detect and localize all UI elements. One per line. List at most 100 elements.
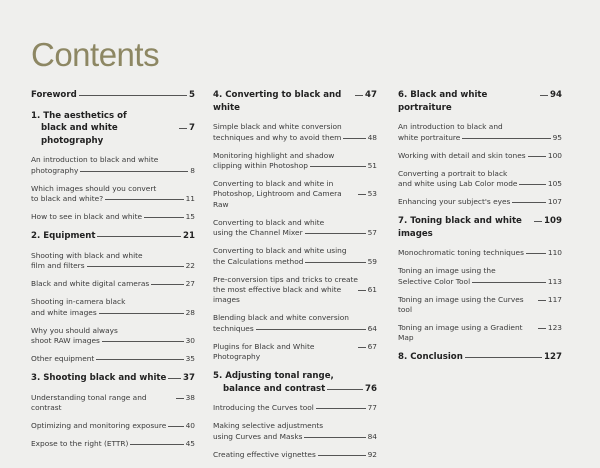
toc-entry[interactable]: An introduction to black and white photog…	[31, 155, 195, 176]
toc-entry-title: Understanding tonal range and contrast	[31, 392, 147, 412]
toc-entry-title: using the Channel Mixer	[213, 228, 303, 238]
leader-line	[317, 454, 366, 456]
toc-entry-title: Converting to black and white using	[213, 246, 347, 256]
leader-line	[255, 328, 366, 330]
toc-entry[interactable]: Pre-conversion tips and tricks to create…	[213, 275, 377, 306]
toc-entry[interactable]: Optimizing and monitoring exposure 40	[31, 421, 195, 431]
toc-entry-title: Simple black and white conversion	[213, 122, 342, 132]
leader-line	[527, 155, 546, 157]
toc-chapter[interactable]: 6. Black and white portraiture 94	[398, 89, 562, 114]
toc-entry-title: An introduction to black and	[398, 122, 503, 132]
page-number: 123	[547, 323, 562, 332]
toc-entry[interactable]: Converting to black and white using the C…	[213, 218, 377, 239]
leader-line	[179, 128, 188, 130]
leader-line	[130, 444, 184, 445]
toc-entry[interactable]: Monitoring highlight and shadow clipping …	[213, 151, 377, 172]
page-number: 7	[189, 123, 195, 134]
toc-chapter[interactable]: 8. Conclusion 127	[398, 351, 562, 364]
toc-entry-title: Shooting in-camera black	[31, 297, 126, 307]
leader-line	[357, 194, 366, 196]
toc-entry-title: Converting to black and white	[213, 217, 325, 227]
toc-entry[interactable]: Introducing the Curves tool 77	[213, 403, 377, 413]
toc-chapter[interactable]: 1. The aesthetics of black and white phot…	[31, 110, 195, 148]
toc-entry[interactable]: Creating effective vignettes 92	[213, 450, 377, 460]
toc-entry[interactable]: Converting a portrait to black and white …	[398, 169, 562, 190]
toc-entry-title: using Curves and Masks	[213, 431, 303, 441]
page-number: 64	[367, 323, 377, 333]
page-number: 38	[185, 392, 195, 402]
toc-entry-title: techniques and why to avoid them	[213, 132, 342, 142]
page-number: 5	[189, 90, 195, 100]
toc-entry[interactable]: Plugins for Black and White Photography 6…	[213, 342, 377, 363]
toc-entry[interactable]: Shooting in-camera black and white images…	[31, 297, 195, 318]
leader-line	[304, 233, 366, 235]
toc-chapter[interactable]: 3. Shooting black and white 37	[31, 372, 195, 385]
page-number: 28	[185, 307, 195, 317]
leader-line	[86, 266, 184, 268]
toc-entry[interactable]: An introduction to black and white portra…	[398, 122, 562, 143]
toc-entry[interactable]: Blending black and white conversion techn…	[213, 313, 377, 334]
leader-line	[97, 236, 182, 238]
toc-entry-title: the Calculations method	[213, 256, 304, 266]
page-number: 109	[544, 216, 562, 226]
toc-entry[interactable]: Making selective adjustments using Curves…	[213, 421, 377, 442]
leader-line	[80, 170, 189, 172]
leader-line	[464, 357, 543, 359]
toc-entry-title: Selective Color Tool	[398, 276, 471, 286]
leader-line	[305, 261, 366, 263]
toc-entry-title: Toning an image using the	[398, 266, 496, 276]
toc-entry[interactable]: Shooting with black and white film and fi…	[31, 251, 195, 272]
toc-entry[interactable]: Toning an image using the Curves tool 117	[398, 295, 562, 316]
toc-entry[interactable]: Converting to black and white in Photosho…	[213, 179, 377, 210]
toc-entry[interactable]: Converting to black and white using the C…	[213, 246, 377, 267]
toc-entry-title: Foreword	[31, 90, 77, 100]
leader-line	[540, 95, 549, 96]
toc-chapter[interactable]: Foreword 5	[31, 89, 195, 102]
leader-line	[304, 436, 366, 438]
page-number: 11	[185, 194, 195, 204]
toc-entry[interactable]: Working with detail and skin tones 100	[398, 151, 562, 161]
toc-entry[interactable]: Toning an image using a Gradient Map 123	[398, 323, 562, 344]
page-number: 117	[547, 294, 562, 304]
leader-line	[357, 346, 366, 348]
toc-entry-title: 4. Converting to black and white	[213, 90, 342, 113]
toc-entry[interactable]: Toning an image using the Selective Color…	[398, 266, 562, 287]
leader-line	[512, 202, 546, 203]
toc-entry[interactable]: Expose to the right (ETTR) 45	[31, 439, 195, 449]
toc-entry-title: Shooting with black and white	[31, 250, 143, 260]
toc-chapter[interactable]: 7. Toning black and white images 109	[398, 215, 562, 240]
toc-entry-title: 3. Shooting black and white	[31, 373, 167, 383]
page-number: 107	[547, 197, 562, 206]
toc-entry[interactable]: Understanding tonal range and contrast 38	[31, 393, 195, 414]
toc-entry[interactable]: How to see in black and white 15	[31, 212, 195, 222]
toc-entry-title: Photoshop, Lightroom and Camera Raw	[213, 189, 342, 209]
toc-entry-title: Monitoring highlight and shadow	[213, 150, 335, 160]
toc-entry[interactable]: Which images should you convert to black …	[31, 184, 195, 205]
page-number: 8	[190, 165, 195, 175]
toc-entry-title: Creating effective vignettes	[213, 449, 316, 459]
toc-entry-title: 6. Black and white portraiture	[398, 90, 488, 113]
page-number: 22	[185, 261, 195, 271]
toc-entry-title: to black and white?	[31, 194, 104, 204]
toc-entry[interactable]: Black and white digital cameras 27	[31, 279, 195, 289]
leader-line	[309, 166, 366, 167]
toc-entry[interactable]: Enhancing your subject's eyes 107	[398, 197, 562, 207]
toc-entry-title: Pre-conversion tips and tricks to create	[213, 274, 358, 284]
toc-chapter[interactable]: 4. Converting to black and white 47	[213, 89, 377, 114]
toc-chapter[interactable]: 2. Equipment 21	[31, 230, 195, 243]
toc-entry-title: Which images should you convert	[31, 183, 157, 193]
leader-line	[537, 299, 546, 301]
toc-entry[interactable]: Monochromatic toning techniques 110	[398, 248, 562, 258]
page-title: Contents	[31, 36, 160, 73]
page-number: 92	[367, 449, 377, 459]
toc-entry[interactable]: Simple black and white conversion techniq…	[213, 122, 377, 143]
toc-entry[interactable]: Why you should always shoot RAW images 30	[31, 326, 195, 347]
toc-column-2: 4. Converting to black and white 47 Simple…	[213, 86, 377, 468]
toc-chapter[interactable]: 5. Adjusting tonal range, balance and con…	[213, 370, 377, 395]
toc-entry-title: and white images	[31, 307, 97, 317]
page-number: 27	[185, 279, 195, 289]
toc-entry[interactable]: Other equipment 35	[31, 354, 195, 364]
toc-entry-title: How to see in black and white	[31, 212, 143, 222]
toc-column-1: Foreword 5 1. The aesthetics of black and w…	[31, 86, 195, 457]
page-number: 59	[367, 256, 377, 266]
